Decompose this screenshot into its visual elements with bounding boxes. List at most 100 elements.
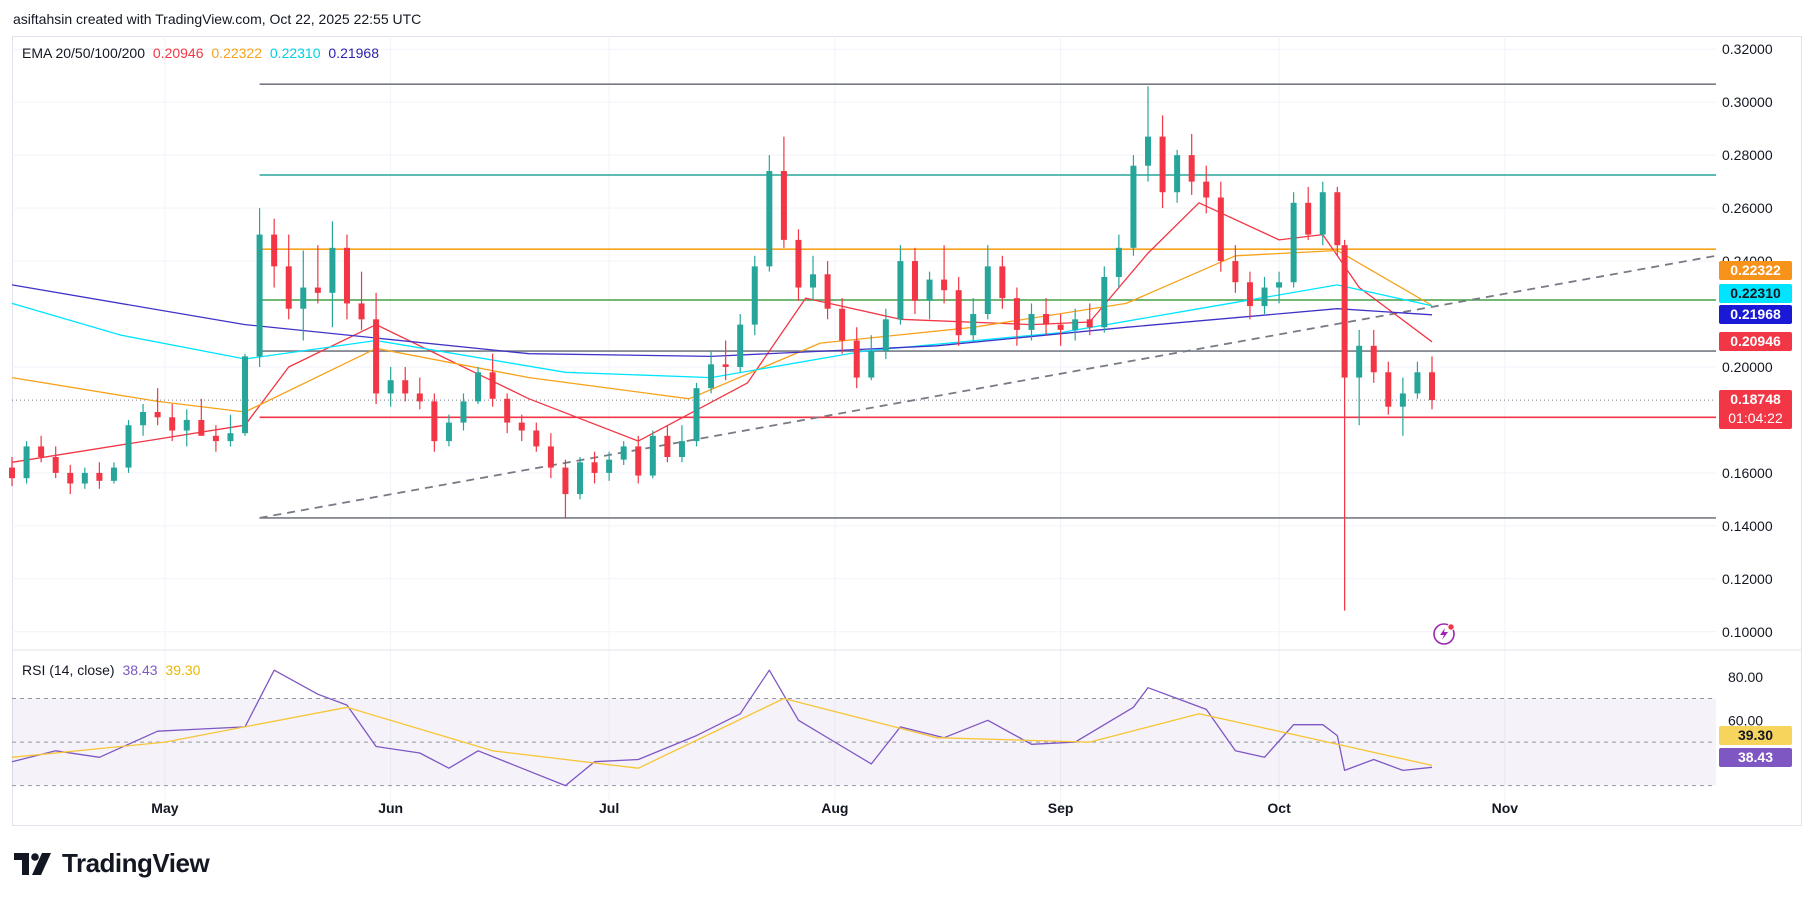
candle (445, 414, 452, 447)
candle-body (708, 364, 715, 389)
candle (562, 459, 569, 518)
rsi-band (12, 698, 1716, 787)
candle-body (1385, 372, 1392, 407)
candle (1028, 303, 1035, 341)
candle-body (577, 462, 583, 495)
candle-body (314, 287, 321, 293)
candle-body (1429, 372, 1435, 401)
candle (1057, 314, 1064, 346)
candle (649, 430, 656, 479)
candle-body (1188, 155, 1195, 182)
candle-body (1290, 202, 1297, 283)
candle-body (1043, 314, 1050, 325)
candle-body (504, 398, 511, 423)
candle-body (67, 472, 74, 484)
candle-body (1159, 136, 1166, 193)
candle (256, 208, 263, 367)
candle-body (81, 472, 88, 484)
candle-body (416, 393, 423, 402)
candle (1319, 181, 1326, 246)
brand-name: TradingView (62, 848, 210, 878)
candlesticks (9, 86, 1435, 611)
candle (678, 425, 685, 463)
candle (780, 136, 787, 248)
candle-body (1305, 202, 1312, 235)
candle-body (271, 234, 278, 267)
candle (1115, 234, 1122, 288)
time-axis: May Jun Jul Aug Sep Oct Nov (151, 800, 1518, 816)
candle (708, 351, 715, 394)
candle-body (562, 467, 569, 495)
candle (1305, 186, 1312, 240)
candle-body (373, 319, 380, 394)
candle-body (1174, 155, 1181, 193)
rsi-ma-line (11, 697, 1433, 769)
candle (271, 218, 278, 288)
candle-body (1013, 298, 1020, 330)
candle (52, 446, 59, 479)
candle-body (300, 287, 307, 309)
ema100-line (11, 284, 1433, 379)
price-tick-label: 0.10000 (1722, 624, 1773, 640)
candle (1232, 245, 1239, 293)
candle-body (882, 319, 889, 352)
candle (635, 435, 642, 484)
candle (926, 271, 933, 320)
candle (183, 409, 190, 447)
countdown-value: 01:04:22 (1728, 410, 1783, 426)
ema-legend: EMA 20/50/100/200 0.20946 0.22322 0.2231… (22, 45, 383, 61)
candle (242, 353, 249, 436)
candle (285, 234, 292, 320)
candle-body (140, 411, 147, 426)
candle (518, 414, 525, 442)
candle (1013, 287, 1020, 346)
candle-body (285, 266, 292, 309)
candle (1159, 115, 1166, 209)
candle (591, 451, 598, 484)
ema20-value: 0.20946 (152, 45, 204, 61)
chart-frame (12, 36, 1802, 826)
candle-body (518, 422, 525, 431)
candle-body (795, 239, 802, 288)
candle-body (839, 308, 846, 341)
candle-body (1217, 197, 1224, 262)
candle (810, 255, 817, 301)
candle (154, 388, 161, 426)
candle (984, 245, 991, 320)
candle-body (664, 435, 671, 458)
candle (198, 398, 205, 436)
tradingview-brand[interactable]: TradingView (14, 848, 210, 879)
candle-body (620, 446, 627, 460)
candle (693, 382, 700, 447)
candle-body (402, 380, 409, 394)
candle (1370, 329, 1377, 383)
candle-body (154, 411, 161, 418)
price-tick-label: 0.12000 (1722, 571, 1773, 587)
candle (533, 422, 540, 452)
candle-body (1261, 287, 1268, 307)
candle-body (766, 171, 773, 267)
ema100-value: 0.22310 (269, 45, 321, 61)
candle-body (1057, 324, 1064, 330)
rsi-tick-label: 60.00 (1728, 712, 1763, 728)
candle (387, 366, 394, 407)
rsi-axis: 80.00 60.00 (1728, 669, 1763, 729)
ema200-price-tag: 0.21968 (1719, 305, 1792, 324)
month-label: May (151, 800, 178, 816)
candle (402, 366, 409, 402)
candle-body (9, 467, 15, 479)
candle (96, 462, 103, 489)
candle-body (227, 433, 234, 442)
candle (1290, 192, 1297, 288)
candle-body (1145, 136, 1151, 166)
lightning-icon[interactable] (1432, 622, 1456, 646)
candle (882, 308, 889, 360)
candle-body (970, 314, 977, 336)
month-label: Oct (1267, 800, 1291, 816)
tradingview-logo-icon (14, 852, 51, 875)
ema200-line (11, 284, 1433, 358)
candle (547, 433, 554, 479)
candle-body (445, 422, 452, 442)
candle (737, 314, 744, 373)
